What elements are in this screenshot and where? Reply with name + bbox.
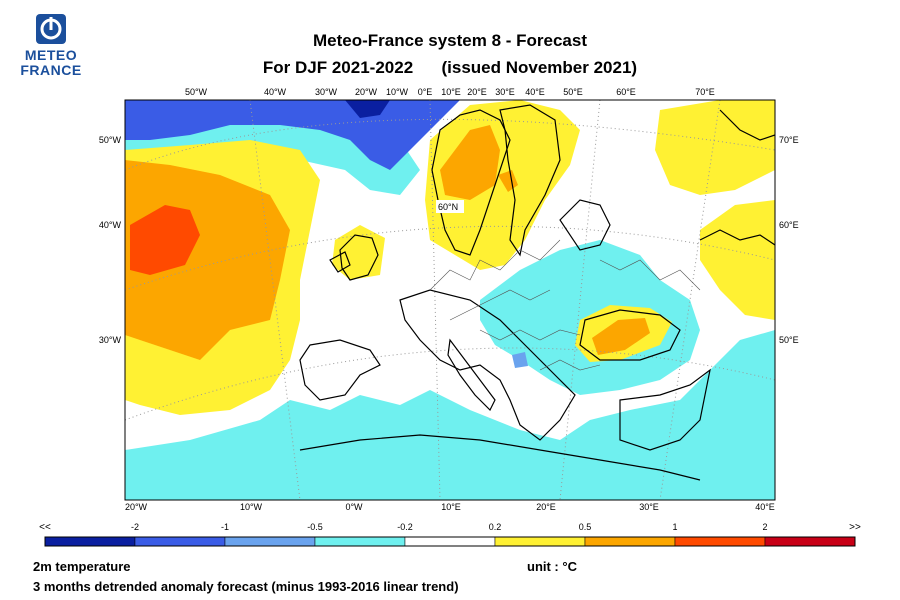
legend-swatch [44, 536, 136, 547]
variable-label: 2m temperature [33, 559, 131, 574]
left-axis-labels: 50°W 40°W 30°W [99, 135, 122, 345]
legend-swatch [764, 536, 856, 547]
meteo-france-logo-icon [36, 14, 66, 44]
legend-break-label: -0.5 [307, 522, 323, 532]
hot-core-atlantic [130, 205, 200, 275]
left-label: 50°W [99, 135, 122, 145]
legend-break-label: 0.2 [489, 522, 502, 532]
bottom-label: 20°W [125, 502, 148, 512]
description-label: 3 months detrended anomaly forecast (min… [33, 579, 459, 594]
top-label: 30°W [315, 87, 338, 97]
top-label: 50°W [185, 87, 208, 97]
balkan-blue-spot [512, 352, 528, 368]
anomaly-field: 60°N [125, 100, 775, 500]
legend-left-end: << [39, 522, 51, 533]
top-label: 20°E [467, 87, 487, 97]
bottom-axis-labels: 20°W 10°W 0°W 10°E 20°E 30°E 40°E [125, 502, 775, 512]
top-label: 40°E [525, 87, 545, 97]
legend-swatch [674, 536, 766, 547]
top-label: 0°E [418, 87, 433, 97]
bottom-label: 0°W [345, 502, 363, 512]
color-legend: << >> -2 -1 -0.5 -0.2 0.2 0.5 1 2 [39, 522, 861, 547]
legend-frame [44, 536, 856, 547]
bottom-label: 10°W [240, 502, 263, 512]
bottom-label: 30°E [639, 502, 659, 512]
top-label: 60°E [616, 87, 636, 97]
top-label: 50°E [563, 87, 583, 97]
top-label: 70°E [695, 87, 715, 97]
bottom-label: 40°E [755, 502, 775, 512]
very-cold-area-north [125, 100, 460, 170]
legend-swatch [314, 536, 406, 547]
meteo-france-logo: METEO FRANCE [18, 14, 84, 78]
legend-swatch [494, 536, 586, 547]
legend-break-label: 1 [672, 522, 677, 532]
left-label: 40°W [99, 220, 122, 230]
graticule [125, 100, 775, 500]
logo-text-line1: METEO [24, 47, 78, 63]
extreme-cold-spot [345, 100, 390, 118]
legend-swatch [584, 536, 676, 547]
legend-right-end: >> [849, 522, 861, 533]
legend-break-label: 2 [762, 522, 767, 532]
top-label: 10°E [441, 87, 461, 97]
borders [429, 239, 701, 371]
page-title: Meteo-France system 8 - Forecast [313, 31, 587, 50]
logo-text-line2: FRANCE [20, 62, 82, 78]
legend-break-label: -2 [131, 522, 139, 532]
bottom-label: 20°E [536, 502, 556, 512]
unit-label: unit : °C [527, 559, 577, 574]
latitude-label: 60°N [438, 202, 458, 212]
top-axis-labels: 50°W 40°W 30°W 20°W 10°W 0°E 10°E 20°E 3… [185, 87, 715, 97]
right-label: 70°E [779, 135, 799, 145]
warm-area-arctic [655, 100, 775, 195]
legend-break-label: -1 [221, 522, 229, 532]
map-frame [124, 99, 776, 501]
legend-swatch [404, 536, 496, 547]
right-label: 50°E [779, 335, 799, 345]
top-label: 10°W [386, 87, 409, 97]
warmer-area-scandinavia [440, 125, 500, 200]
legend-break-label: -0.2 [397, 522, 413, 532]
right-label: 60°E [779, 220, 799, 230]
coastlines [299, 104, 775, 481]
legend-swatch [224, 536, 316, 547]
top-label: 20°W [355, 87, 378, 97]
page-subtitle: For DJF 2021-2022 (issued November 2021) [262, 58, 638, 77]
top-label: 40°W [264, 87, 287, 97]
latitude-label-box [436, 200, 464, 213]
bottom-label: 10°E [441, 502, 461, 512]
legend-break-label: 0.5 [579, 522, 592, 532]
left-label: 30°W [99, 335, 122, 345]
legend-swatches [44, 536, 856, 547]
legend-swatch [134, 536, 226, 547]
right-axis-labels: 70°E 60°E 50°E [779, 135, 799, 345]
warmer-area-blacksea [592, 318, 650, 355]
cold-area-south [125, 330, 775, 500]
top-label: 30°E [495, 87, 515, 97]
